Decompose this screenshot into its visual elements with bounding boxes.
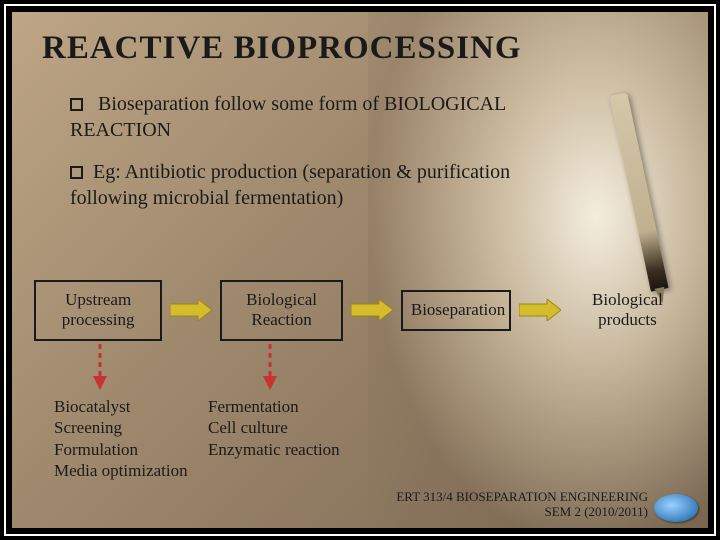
bullet-1: Bioseparation follow some form of BIOLOG… — [70, 92, 570, 143]
footer-line-2: SEM 2 (2010/2011) — [396, 504, 648, 520]
square-bullet-icon — [70, 166, 83, 179]
institution-logo-icon — [654, 494, 698, 522]
bg-paper-glow — [368, 12, 708, 528]
arrow-right-icon — [351, 299, 393, 321]
flow-node-upstream: Upstream processing — [34, 280, 162, 341]
sub-item: Enzymatic reaction — [208, 439, 340, 460]
process-flow: Upstream processing Biological Reaction … — [34, 280, 686, 341]
slide-footer: ERT 313/4 BIOSEPARATION ENGINEERING SEM … — [396, 489, 648, 520]
sub-item: Biocatalyst — [54, 396, 188, 417]
arrow-down-icon — [90, 344, 110, 392]
slide-frame: REACTIVE BIOPROCESSING Bioseparation fol… — [4, 4, 716, 536]
sub-reaction-list: Fermentation Cell culture Enzymatic reac… — [208, 396, 340, 460]
bullet-2: Eg: Antibiotic production (separation & … — [70, 160, 570, 211]
footer-line-1: ERT 313/4 BIOSEPARATION ENGINEERING — [396, 489, 648, 505]
slide-body: REACTIVE BIOPROCESSING Bioseparation fol… — [12, 12, 708, 528]
flow-node-reaction: Biological Reaction — [220, 280, 343, 341]
square-bullet-icon — [70, 98, 83, 111]
arrow-right-icon — [170, 299, 212, 321]
sub-item: Screening — [54, 417, 188, 438]
sub-item: Fermentation — [208, 396, 340, 417]
sub-item: Media optimization — [54, 460, 188, 481]
bullet-1-text: Bioseparation follow some form of BIOLOG… — [70, 93, 506, 141]
arrow-down-icon — [260, 344, 280, 392]
arrow-right-icon — [519, 299, 561, 321]
sub-item: Formulation — [54, 439, 188, 460]
sub-item: Cell culture — [208, 417, 340, 438]
flow-node-products: Biological products — [569, 282, 686, 339]
slide-title: REACTIVE BIOPROCESSING — [42, 30, 522, 67]
bullet-2-text: Eg: Antibiotic production (separation & … — [70, 161, 510, 209]
flow-node-bioseparation: Bioseparation — [401, 290, 511, 330]
pen-graphic — [609, 92, 668, 291]
sub-upstream-list: Biocatalyst Screening Formulation Media … — [54, 396, 188, 481]
